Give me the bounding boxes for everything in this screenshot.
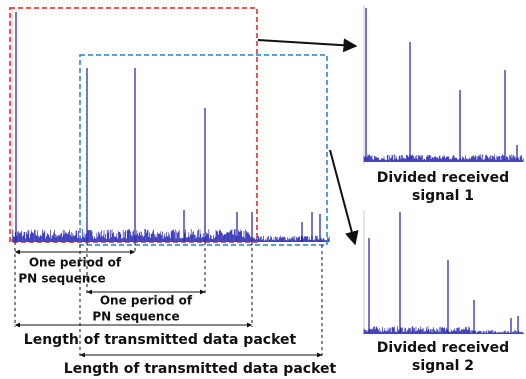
label: PN sequence xyxy=(18,272,105,286)
noise xyxy=(469,330,524,334)
label: Divided received xyxy=(377,170,509,186)
signal-spikes xyxy=(15,12,321,242)
label: Length of transmitted data packet xyxy=(64,361,337,377)
noise xyxy=(363,326,470,334)
label: One period of xyxy=(100,294,193,308)
window-1 xyxy=(9,7,258,243)
label: PN sequence xyxy=(92,310,179,324)
noise xyxy=(249,235,330,242)
divided-signal-2 xyxy=(363,212,524,334)
arrow xyxy=(257,38,358,53)
guides xyxy=(14,242,323,358)
label: Divided received xyxy=(377,340,509,356)
label: One period of xyxy=(29,256,122,270)
label: Length of transmitted data packet xyxy=(24,332,297,348)
noise xyxy=(11,229,250,242)
noise xyxy=(363,154,524,162)
label: signal 2 xyxy=(412,358,474,374)
arrow xyxy=(329,149,359,246)
divided-signal-1 xyxy=(363,8,524,162)
window-2 xyxy=(79,54,328,246)
label: signal 1 xyxy=(412,188,474,204)
signal-noise xyxy=(11,229,330,242)
